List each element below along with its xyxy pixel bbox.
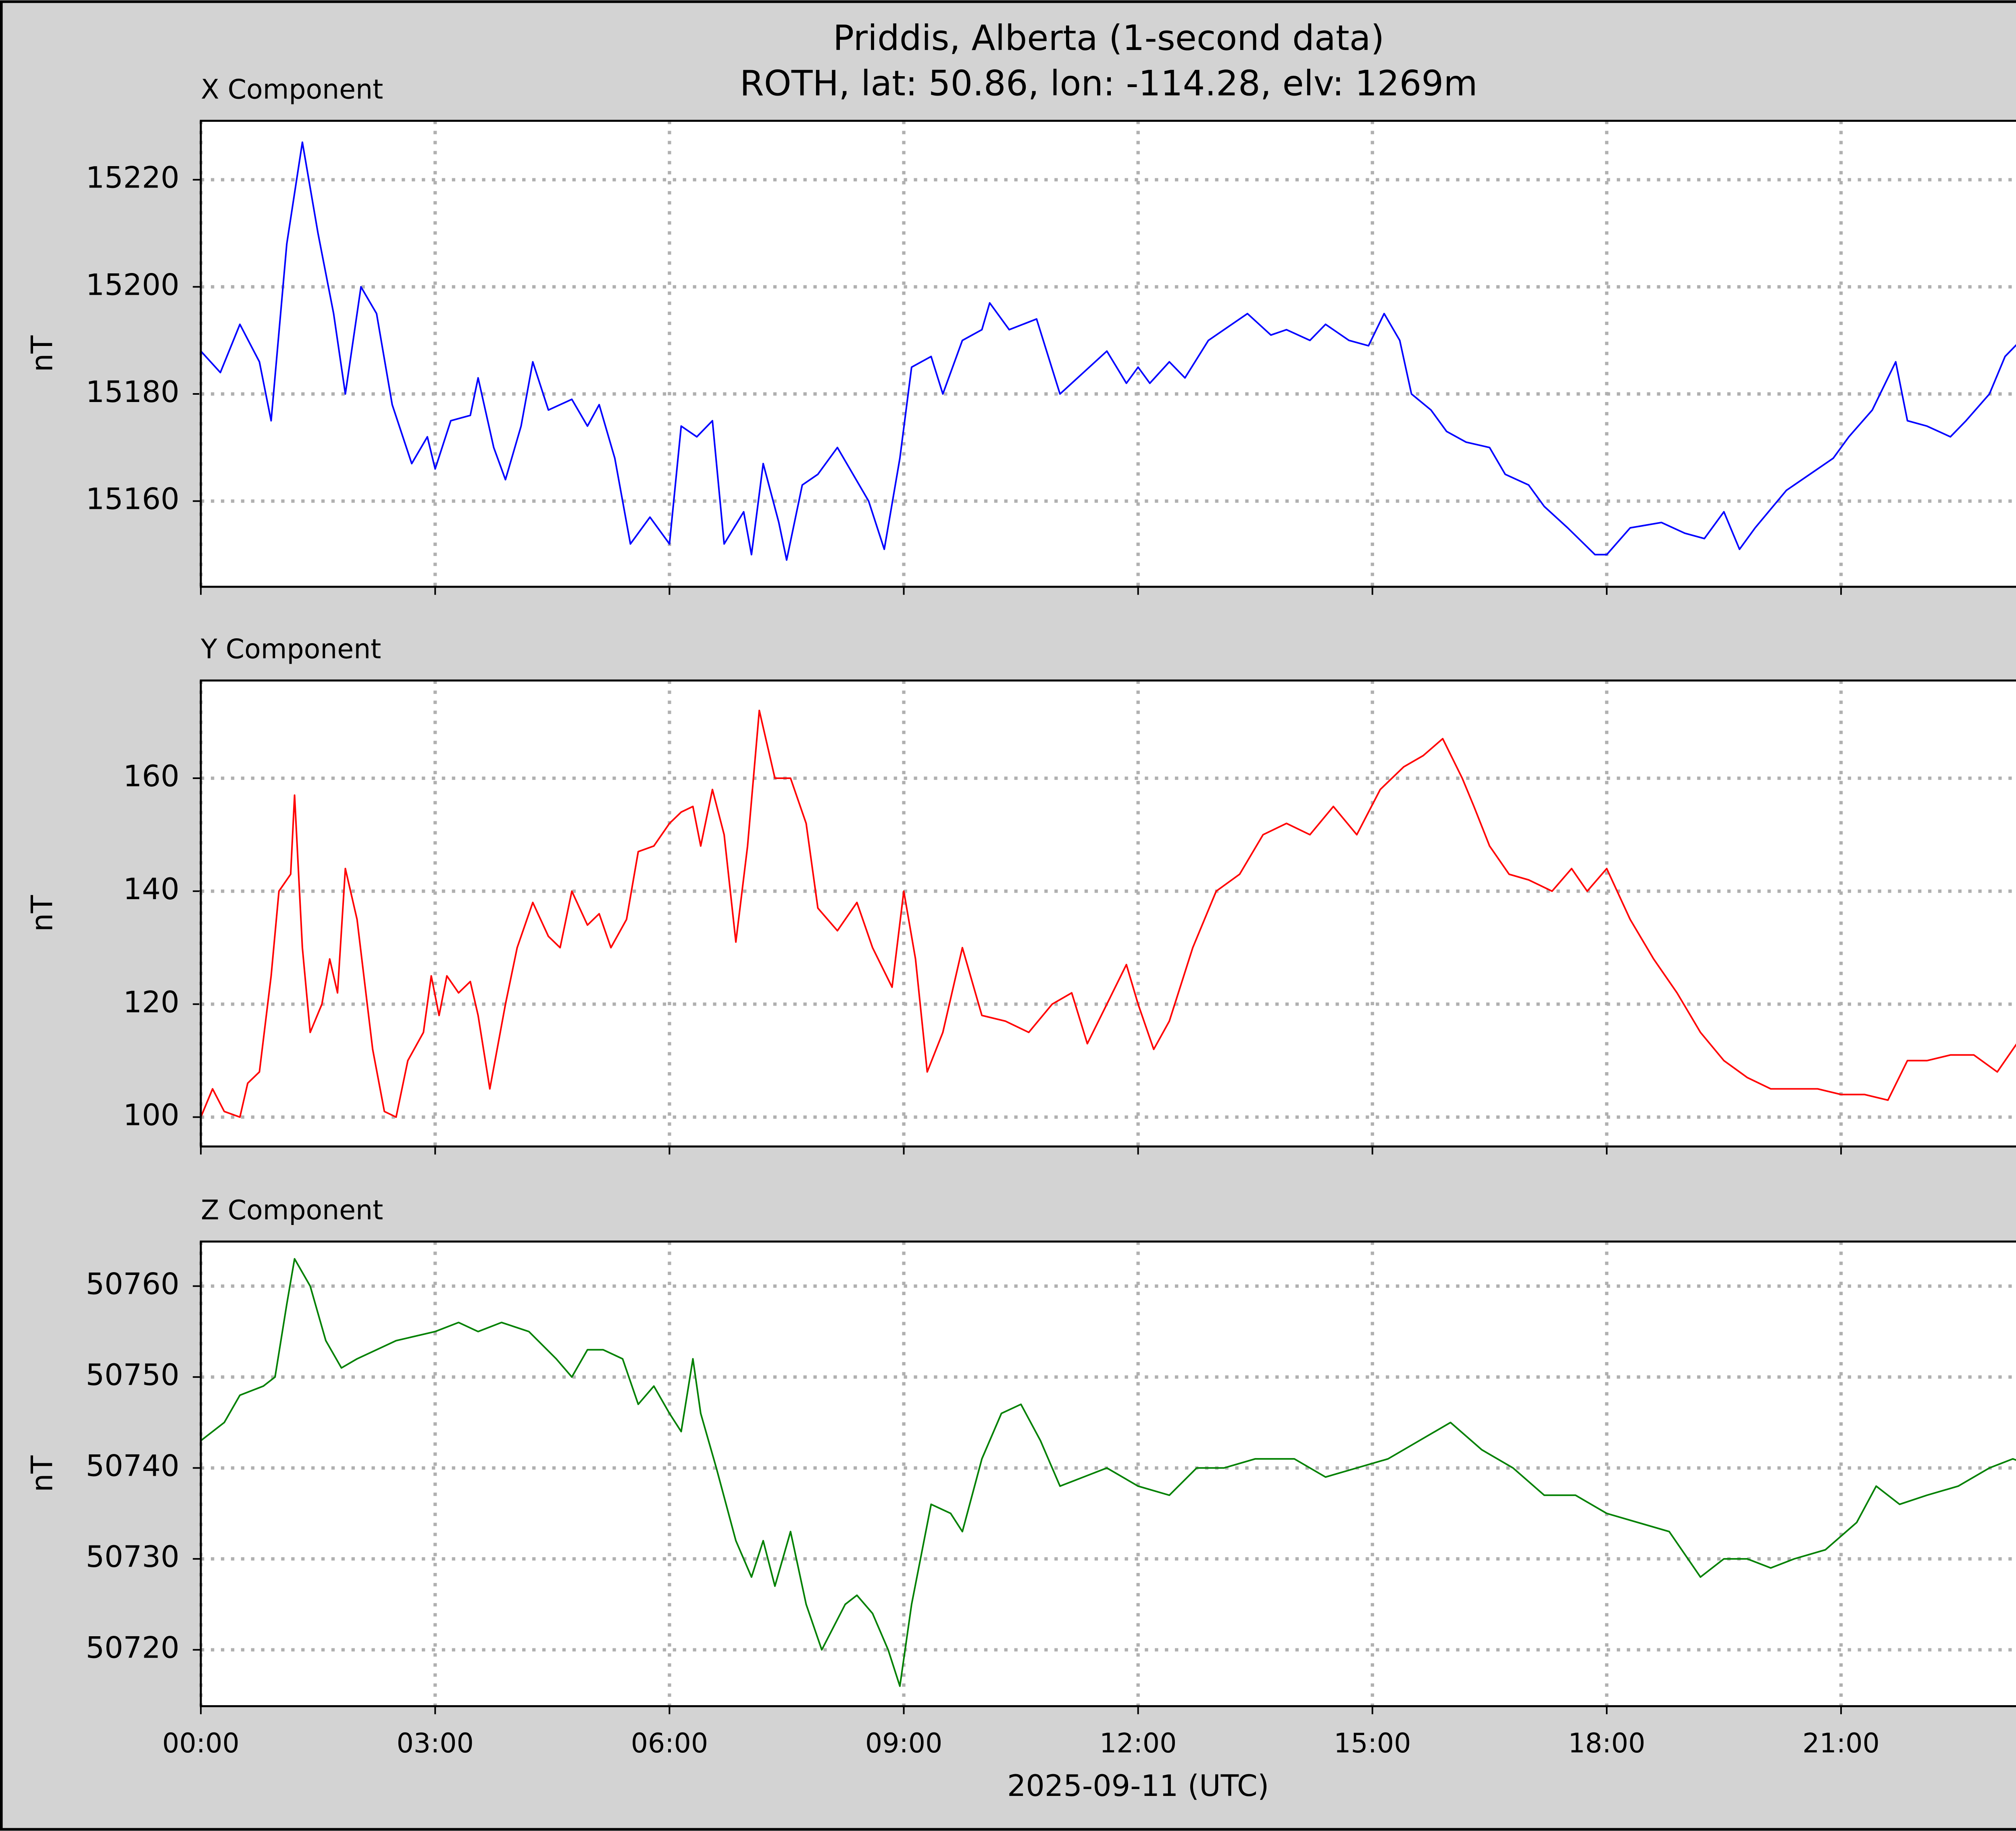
x-tick-label: 06:00 [631,1727,708,1759]
x-tick-label: 21:00 [1802,1727,1879,1759]
plot-frame [200,1240,2016,1707]
x-tick-label: 03:00 [397,1727,474,1759]
y-tick-label: 15200 [86,268,179,302]
plot-area [201,680,2016,1147]
plot-area [201,1241,2016,1706]
plot-frame [200,679,2016,1148]
y-axis-label: nT [25,895,60,932]
x-tick-label: 09:00 [865,1727,942,1759]
y-tick-label: 160 [123,759,179,794]
y-tick-label: 50730 [86,1540,179,1574]
x-tick-label: 15:00 [1334,1727,1411,1759]
panel-title: Z Component [201,1194,383,1226]
y-tick-label: 140 [123,872,179,906]
y-axis-label: nT [25,1455,60,1492]
plot-frame [200,120,2016,588]
panel-title: X Component [201,74,383,105]
x-tick-label: 12:00 [1100,1727,1177,1759]
y-tick-label: 120 [123,985,179,1019]
figure-title: Priddis, Alberta (1-second data) [833,18,1384,58]
y-tick-label: 50740 [86,1449,179,1483]
data-line [200,709,2016,1118]
y-tick-label: 50720 [86,1631,179,1665]
y-tick-label: 15180 [86,375,179,409]
x-axis-label: 2025-09-11 (UTC) [1007,1769,1269,1803]
panel-title: Y Component [200,633,381,665]
y-tick-label: 50760 [86,1267,179,1302]
y-tick-label: 15220 [86,161,179,195]
y-axis-label: nT [25,335,60,372]
data-line [200,1258,2016,1687]
x-tick-label: 18:00 [1568,1727,1645,1759]
figure-subtitle: ROTH, lat: 50.86, lon: -114.28, elv: 126… [740,64,1478,104]
y-tick-label: 100 [123,1098,179,1133]
data-line [200,141,2016,561]
y-tick-label: 50750 [86,1358,179,1392]
x-tick-label: 00:00 [162,1727,239,1759]
y-tick-label: 15160 [86,482,179,517]
